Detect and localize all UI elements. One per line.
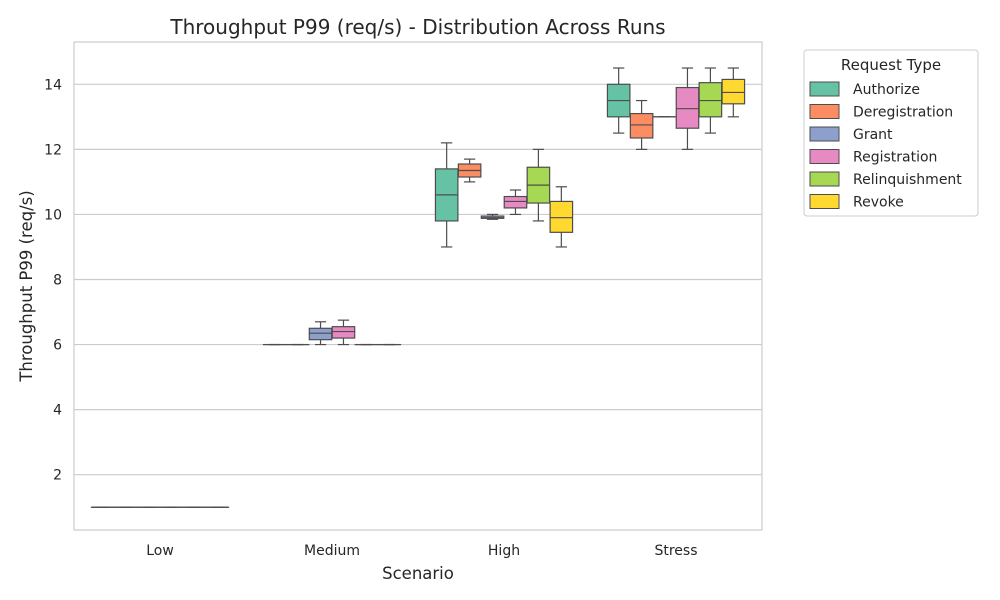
legend-title: Request Type [841,56,941,74]
legend-label: Authorize [853,82,920,98]
box-iqr [721,78,746,105]
y-tick-label: 14 [44,77,62,93]
box-plot [606,67,631,134]
legend-swatch [809,104,840,119]
legend-frame [803,49,979,217]
legend-label: Revoke [853,195,904,211]
series-authorize [90,67,631,508]
legend-item: Revoke [809,194,904,211]
box-iqr [503,195,528,209]
y-tick-label: 8 [53,272,62,288]
box-plot [480,213,505,220]
box-iqr [331,326,356,339]
box-plot [629,99,654,150]
legend-item: Relinquishment [809,171,962,188]
y-tick-label: 6 [53,338,62,354]
legend-label: Relinquishment [853,172,962,188]
box-plot [698,67,723,134]
y-axis-ticks: 2 4 6 8 10 12 14 [44,77,62,483]
box-iqr [549,200,574,233]
x-tick-label: Medium [304,543,360,559]
legend-swatch [809,126,840,142]
legend-item: Grant [809,126,893,143]
box-iqr [698,82,723,118]
y-axis-label: Throughput P99 (req/s) [17,190,36,382]
y-tick-label: 10 [44,207,62,223]
plot-area-frame [73,41,763,531]
box-plot [331,319,356,346]
legend-label: Registration [853,150,937,166]
box-plot [526,148,551,222]
y-tick-label: 4 [53,403,62,419]
series-deregistration [113,99,654,508]
y-tick-label: 2 [53,468,62,484]
series-revoke [205,67,746,508]
gridlines [74,83,762,476]
box-series [90,67,746,508]
x-axis-label: Scenario [382,564,454,583]
legend-swatch [809,194,840,209]
legend-swatch [809,149,840,164]
box-iqr [308,327,333,341]
legend-items: Authorize Deregistration Grant Registration… [809,81,962,211]
box-iqr [675,86,700,129]
legend: Request Type Authorize Deregistration Gran… [803,49,979,217]
box-plot [457,158,482,183]
box-plot [308,321,333,346]
legend-item: Deregistration [809,104,953,121]
legend-swatch [809,171,840,187]
box-plot [503,189,528,216]
x-tick-label: Low [146,543,174,559]
series-grant [136,116,677,508]
box-plot [675,67,700,150]
box-plot [549,186,574,248]
box-plot [434,142,459,248]
legend-label: Deregistration [853,105,953,121]
box-plot [721,67,746,118]
x-tick-label: Stress [654,543,697,559]
legend-item: Authorize [809,81,920,98]
series-relinquishment [182,67,723,508]
x-tick-label: High [488,543,520,559]
legend-swatch [809,81,840,97]
series-registration [159,67,700,508]
legend-label: Grant [853,127,893,143]
x-axis-ticks: Low Medium High Stress [146,543,697,559]
legend-item: Registration [809,149,937,166]
y-tick-label: 12 [44,142,62,158]
chart-title: Throughput P99 (req/s) - Distribution Ac… [169,15,665,39]
box-iqr [629,112,654,139]
